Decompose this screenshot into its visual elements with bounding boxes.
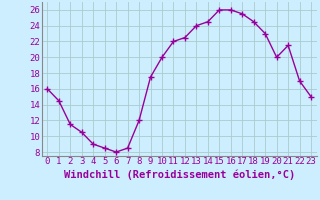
X-axis label: Windchill (Refroidissement éolien,°C): Windchill (Refroidissement éolien,°C) bbox=[64, 169, 295, 180]
